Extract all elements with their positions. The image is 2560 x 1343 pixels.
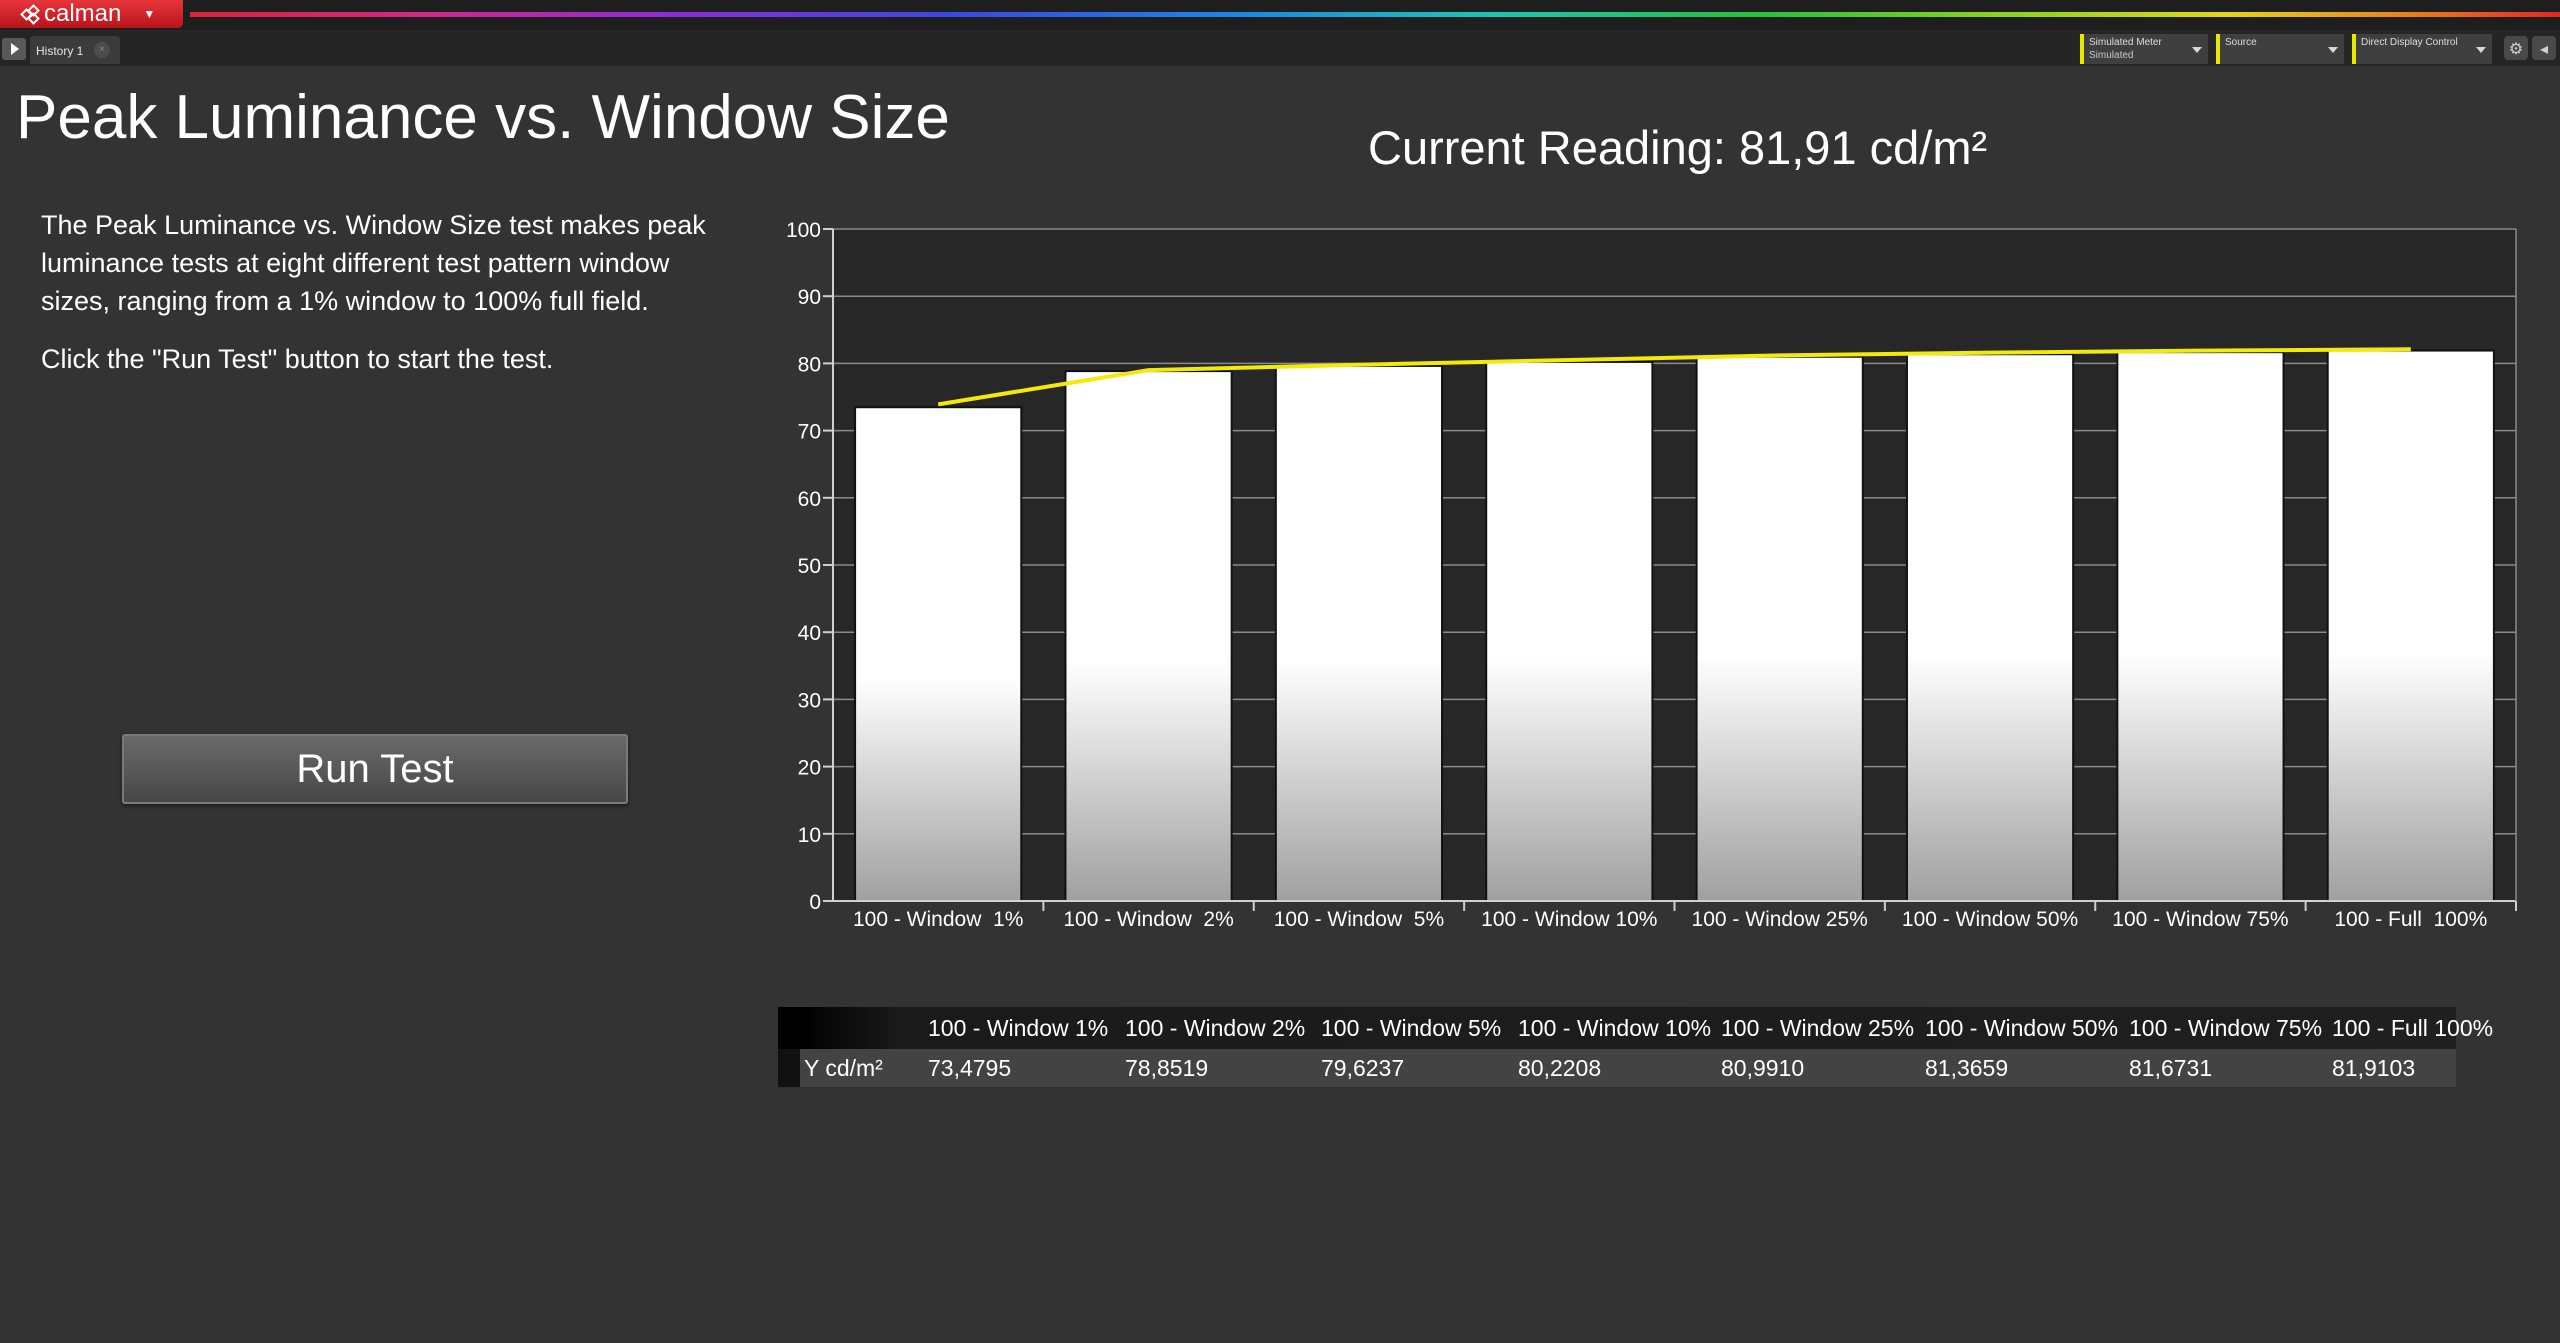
- results-table: 100 - Window 1% 100 - Window 2% 100 - Wi…: [778, 1007, 2493, 1087]
- y-tick-label: 90: [798, 286, 821, 309]
- bar: [2116, 351, 2285, 903]
- rainbow-bar: [190, 12, 2560, 17]
- page-title: Peak Luminance vs. Window Size: [16, 83, 950, 152]
- table-cell: 80,2208: [1518, 1055, 1602, 1081]
- tab-history-1[interactable]: History 1 ×: [30, 36, 120, 64]
- play-button[interactable]: [2, 38, 26, 60]
- table-header-cell: 100 - Window 5%: [1321, 1015, 1502, 1041]
- plot-area: [833, 229, 2516, 901]
- y-tick-label: 10: [798, 824, 821, 847]
- table-header-cell: 100 - Window 2%: [1125, 1015, 1306, 1041]
- table-header-row: 100 - Window 1% 100 - Window 2% 100 - Wi…: [800, 1007, 2493, 1049]
- y-tick-label: 20: [798, 757, 821, 780]
- y-tick-label: 40: [798, 622, 821, 645]
- instruction-text: Click the "Run Test" button to start the…: [41, 344, 554, 374]
- y-tick-label: 0: [809, 891, 821, 914]
- chevron-down-icon: [2476, 47, 2486, 53]
- table-header-cell: 100 - Window 50%: [1925, 1015, 2119, 1041]
- calman-logo-icon: [20, 4, 40, 25]
- table-cell: 73,4795: [928, 1055, 1012, 1081]
- chevron-down-icon: [2192, 47, 2202, 53]
- target-line: [937, 347, 2411, 407]
- display-control-dropdown-label: Direct Display Control: [2361, 37, 2458, 48]
- collapse-icon[interactable]: ◂: [2532, 36, 2556, 60]
- y-tick-label: 70: [798, 421, 821, 444]
- meter-dropdown-value: Simulated: [2089, 50, 2134, 61]
- table-header-cell: 100 - Window 10%: [1518, 1015, 1712, 1041]
- x-tick-label: 100 - Window 5%: [1274, 908, 1444, 931]
- bar: [2326, 349, 2495, 902]
- table-row-label: Y cd/m²: [804, 1055, 883, 1081]
- table-cell: 78,8519: [1125, 1055, 1209, 1081]
- x-tick-label: 100 - Window 75%: [2112, 908, 2288, 931]
- display-control-dropdown[interactable]: Direct Display Control: [2352, 34, 2492, 64]
- bar: [1695, 355, 1864, 902]
- bar: [854, 406, 1023, 902]
- close-icon[interactable]: ×: [94, 42, 110, 58]
- x-tick-label: 100 - Window 2%: [1063, 908, 1233, 931]
- gear-icon[interactable]: ⚙: [2504, 36, 2528, 60]
- y-tick-label: 50: [798, 555, 821, 578]
- y-tick-label: 60: [798, 488, 821, 511]
- x-tick-label: 100 - Full 100%: [2334, 908, 2487, 931]
- source-dropdown[interactable]: Source: [2216, 34, 2344, 64]
- logo-text: calman: [44, 0, 122, 27]
- description-text: The Peak Luminance vs. Window Size test …: [41, 210, 706, 316]
- x-tick-label: 100 - Window 50%: [1902, 908, 2078, 931]
- bar: [1905, 353, 2075, 903]
- bar: [1064, 370, 1233, 902]
- chevron-down-icon: ▼: [143, 7, 156, 21]
- current-reading: Current Reading: 81,91 cd/m²: [1368, 121, 1988, 174]
- table-row: Y cd/m² 73,4795 78,8519 79,6237 80,2208 …: [800, 1049, 2456, 1087]
- x-tick-label: 100 - Window 10%: [1481, 908, 1657, 931]
- y-tick-label: 100: [786, 219, 821, 242]
- meter-dropdown[interactable]: Simulated Meter Simulated: [2080, 34, 2208, 64]
- meter-dropdown-label: Simulated Meter: [2089, 37, 2162, 48]
- table-header-cell: 100 - Window 25%: [1721, 1015, 1915, 1041]
- table-cell: 81,3659: [1925, 1055, 2009, 1081]
- y-tick-label: 80: [798, 353, 821, 376]
- x-tick-label: 100 - Window 25%: [1692, 908, 1868, 931]
- chevron-down-icon: [2328, 47, 2338, 53]
- run-test-button[interactable]: Run Test: [122, 734, 628, 804]
- table-cell: 80,9910: [1721, 1055, 1805, 1081]
- y-tick-label: 30: [798, 689, 821, 712]
- table-cell: 79,6237: [1321, 1055, 1405, 1081]
- table-cell: 81,9103: [2332, 1055, 2416, 1081]
- play-icon: [11, 43, 19, 55]
- description: The Peak Luminance vs. Window Size test …: [41, 206, 741, 398]
- table-row-marker: [778, 1049, 800, 1087]
- bar: [1485, 360, 1654, 903]
- tab-label: History 1: [36, 44, 84, 58]
- table-cell: 81,6731: [2129, 1055, 2213, 1081]
- table-header-corner: [778, 1007, 800, 1049]
- calman-menu-button[interactable]: calman ▼: [0, 0, 183, 28]
- source-dropdown-label: Source: [2225, 37, 2257, 48]
- x-tick-label: 100 - Window 1%: [853, 908, 1023, 931]
- table-header-cell: 100 - Window 1%: [928, 1015, 1109, 1041]
- table-header-cell: 100 - Full 100%: [2332, 1015, 2494, 1041]
- bar: [1274, 364, 1444, 903]
- table-header-cell: 100 - Window 75%: [2129, 1015, 2323, 1041]
